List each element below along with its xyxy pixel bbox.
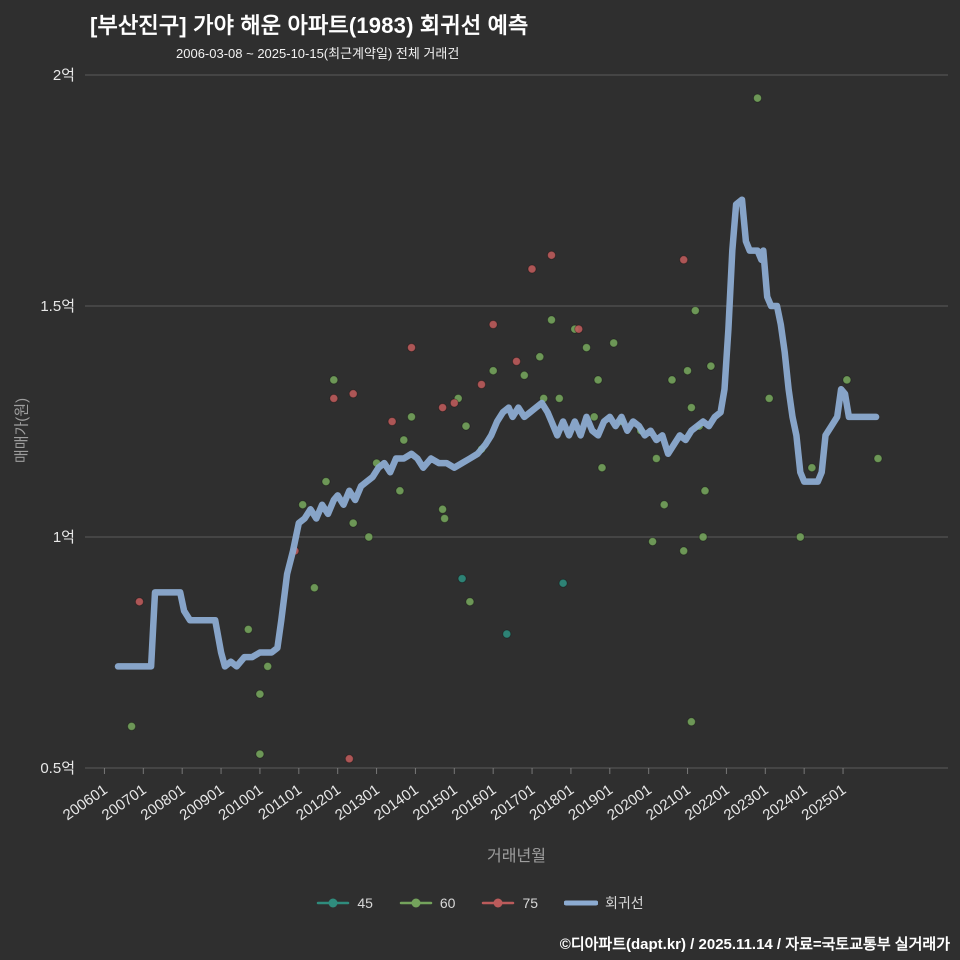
scatter-point-60 [593, 375, 603, 385]
scatter-point-60 [582, 343, 591, 353]
scatter-point-60 [243, 624, 253, 634]
chart-title: [부산진구] 가야 해운 아파트(1983) 회귀선 예측 [90, 13, 529, 38]
scatter-point-75 [527, 264, 537, 274]
x-tick-label: 201001 [215, 781, 266, 824]
scatter-point-75 [438, 403, 448, 413]
scatter-point-60 [127, 721, 137, 731]
scatter-point-60 [440, 514, 450, 523]
scatter-point-60 [753, 93, 762, 103]
scatter-point-60 [686, 403, 696, 413]
scatter-point-60 [519, 370, 529, 380]
y-tick-label: 1.5억 [40, 298, 75, 315]
scatter-point-60 [438, 504, 448, 514]
scatter-point-60 [547, 315, 556, 325]
regression-line [114, 196, 880, 670]
scatter-point-60 [488, 366, 498, 376]
scatter-point-60 [364, 532, 374, 542]
scatter-point-60 [255, 749, 265, 759]
scatter-point-60 [659, 500, 669, 510]
legend-item-45[interactable]: 45 [316, 895, 373, 911]
legend-marker-icon [564, 900, 599, 906]
scatter-point-75 [679, 255, 689, 265]
legend-label: 회귀선 [605, 895, 644, 911]
scatter-point-45 [457, 574, 467, 584]
scatter-point-60 [395, 486, 405, 496]
scatter-point-60 [648, 537, 658, 547]
scatter-point-60 [298, 500, 308, 510]
scatter-point-45 [502, 629, 512, 639]
scatter-point-60 [263, 661, 273, 671]
scatter-point-75 [449, 398, 459, 408]
y-tick-label: 1억 [53, 529, 75, 546]
scatter-point-75 [407, 343, 416, 353]
legend-label: 60 [439, 895, 456, 911]
scatter-point-60 [535, 352, 545, 362]
legend-label: 45 [357, 895, 373, 911]
scatter-point-60 [321, 477, 331, 487]
legend-item-75[interactable]: 75 [481, 895, 538, 911]
legend-item-회귀선[interactable]: 회귀선 [564, 893, 644, 913]
scatter-point-60 [706, 361, 716, 371]
scatter-point-60 [807, 463, 817, 473]
scatter-point-60 [683, 366, 692, 376]
scatter-point-60 [795, 532, 805, 542]
scatter-point-60 [407, 412, 416, 422]
scatter-point-60 [461, 421, 471, 431]
legend-label: 75 [522, 895, 539, 911]
y-tick-label: 2억 [53, 67, 75, 84]
scatter-point-60 [651, 454, 661, 463]
scatter-point-60 [309, 583, 319, 593]
y-tick-label: 0.5억 [40, 760, 75, 777]
scatter-point-60 [698, 532, 708, 542]
scatter-point-60 [873, 454, 883, 463]
scatter-point-60 [399, 435, 409, 445]
scatter-point-75 [512, 356, 521, 366]
scatter-point-60 [554, 393, 564, 403]
copyright-footer: ©디아파트(dapt.kr) / 2025.11.14 / 자료=국토교통부 실… [559, 936, 950, 953]
scatter-point-75 [344, 754, 354, 764]
scatter-point-60 [679, 546, 689, 556]
legend-marker-icon [399, 898, 433, 908]
scatter-point-60 [589, 412, 599, 422]
chart-subtitle: 2006-03-08 ~ 2025-10-15(최근계약일) 전체 거래건 [176, 46, 460, 61]
scatter-point-60 [764, 393, 774, 403]
scatter-point-75 [547, 250, 556, 260]
scatter-point-60 [700, 486, 710, 496]
scatter-point-60 [690, 306, 700, 316]
y-axis-label: 매매가(원) [13, 397, 31, 464]
scatter-point-60 [329, 375, 339, 385]
scatter-point-75 [488, 320, 498, 329]
legend: 45 60 75 회귀선 [0, 893, 960, 913]
scatter-point-75 [134, 597, 144, 607]
scatter-point-75 [477, 380, 486, 389]
scatter-point-60 [348, 518, 358, 528]
scatter-point-75 [348, 389, 358, 399]
scatter-point-60 [255, 689, 265, 699]
scatter-point-60 [465, 597, 475, 607]
legend-item-60[interactable]: 60 [399, 895, 456, 911]
x-tick-label: 202501 [799, 781, 850, 824]
legend-marker-icon [317, 898, 350, 908]
scatter-point-60 [842, 375, 852, 385]
scatter-point-45 [558, 578, 568, 588]
scatter-point-75 [574, 324, 584, 334]
scatter-point-60 [686, 717, 696, 727]
scatter-point-60 [667, 375, 677, 385]
x-axis-label: 거래년월 [487, 848, 546, 865]
scatter-point-75 [329, 393, 339, 403]
scatter-point-75 [387, 417, 397, 426]
legend-marker-icon [482, 898, 515, 908]
scatter-point-60 [609, 338, 619, 348]
scatter-point-60 [597, 463, 607, 473]
